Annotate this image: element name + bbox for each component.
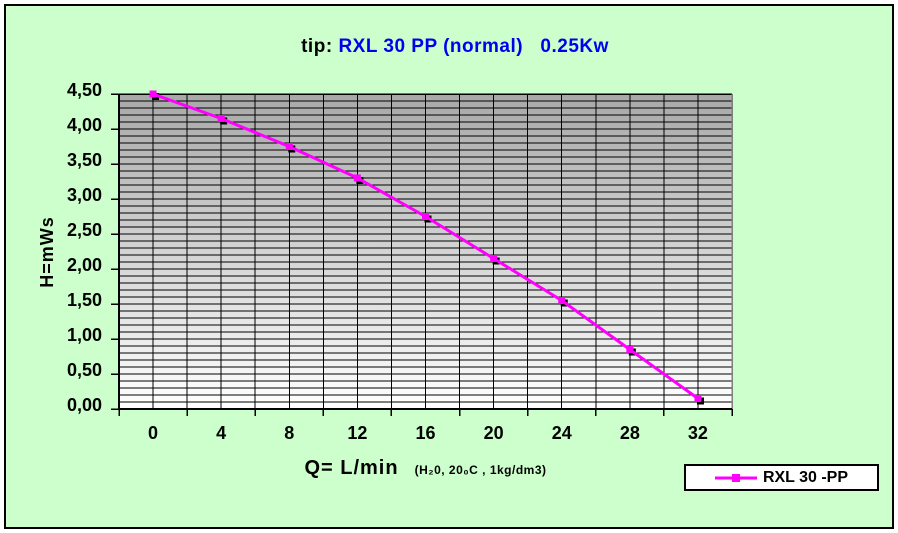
series-marker: [285, 143, 293, 150]
chart-title: tip: RXL 30 PP (normal) 0.25Kw: [6, 36, 898, 58]
x-axis-title-row: Q= L/min (H₂0, 20₀C , 1kg/dm3): [119, 457, 732, 480]
legend-marker: [731, 473, 740, 482]
series-marker: [422, 213, 429, 220]
chart-frame: tip: RXL 30 PP (normal) 0.25Kw H=mWs 0,0…: [4, 4, 894, 529]
y-tick-label: 2,00: [66, 255, 102, 275]
series-marker: [353, 174, 361, 182]
series-marker: [217, 115, 225, 122]
chart-title-main: RXL 30 PP (normal) 0.25Kw: [338, 36, 609, 57]
legend-line-marker: [714, 473, 757, 482]
x-tick-label: 16: [415, 423, 436, 443]
legend: RXL 30 -PP: [684, 464, 879, 491]
chart-title-prefix: tip:: [301, 36, 339, 57]
x-tick-label: 0: [148, 423, 159, 443]
x-tick-label: 4: [216, 423, 227, 443]
series-marker: [626, 346, 634, 353]
y-tick-label: 0,00: [66, 395, 102, 415]
y-tick-label: 2,50: [66, 220, 102, 240]
legend-series-label: RXL 30 -PP: [762, 468, 849, 486]
x-tick-label: 12: [347, 423, 368, 443]
x-tick-label: 24: [551, 423, 572, 443]
x-tick-label: 32: [687, 423, 708, 443]
y-tick-label: 4,00: [66, 115, 102, 135]
series-marker: [558, 297, 566, 304]
y-tick-label: 4,50: [66, 80, 102, 100]
series-marker: [490, 255, 498, 262]
x-tick-label: 28: [619, 423, 640, 443]
y-tick-label: 1,50: [66, 290, 102, 310]
x-axis-note: (H₂0, 20₀C , 1kg/dm3): [414, 463, 547, 477]
plot-grid-and-series: [111, 90, 733, 416]
y-tick-label: 0,50: [66, 360, 102, 380]
x-axis-title: Q= L/min: [304, 457, 399, 479]
series-marker: [149, 90, 157, 98]
x-tick-label: 20: [483, 423, 504, 443]
y-tick-label: 1,00: [66, 325, 102, 345]
series-marker: [694, 395, 702, 402]
y-tick-label: 3,50: [66, 150, 102, 170]
y-tick-label: 3,00: [66, 185, 102, 205]
x-tick-label: 8: [284, 423, 295, 443]
